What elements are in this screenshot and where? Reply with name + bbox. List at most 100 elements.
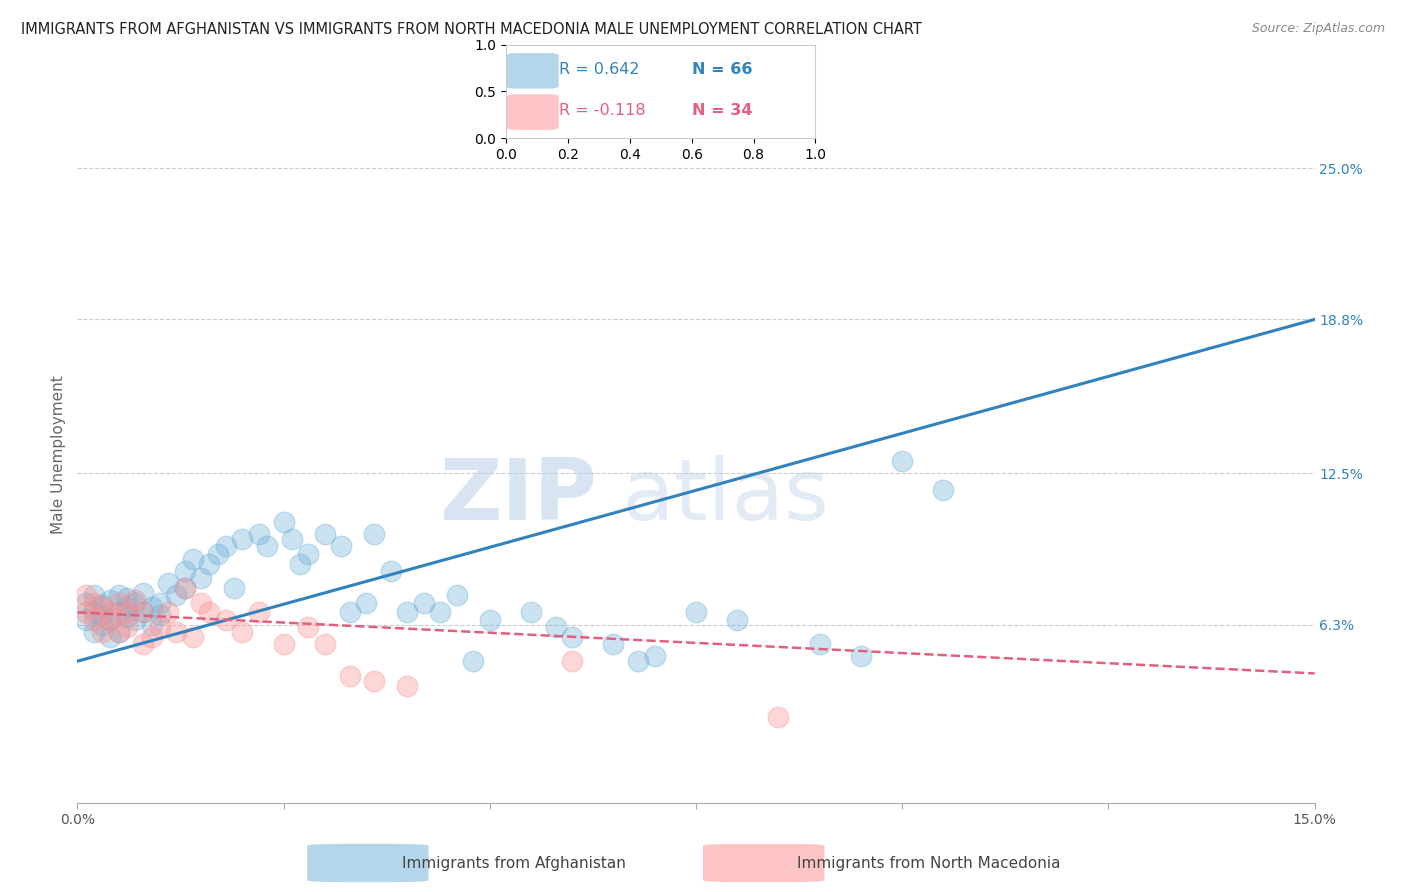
Point [132, 606, 155, 620]
Point [273, 515, 295, 529]
Point [339, 669, 361, 683]
FancyBboxPatch shape [506, 53, 558, 88]
Point [91, 617, 114, 632]
Point [141, 617, 163, 632]
Point [107, 606, 129, 620]
Text: atlas: atlas [621, 455, 830, 538]
Point [446, 588, 468, 602]
Point [115, 610, 138, 624]
Point [98, 593, 121, 607]
Point [222, 581, 245, 595]
Point [173, 581, 195, 595]
Text: N = 34: N = 34 [692, 103, 752, 118]
Point [149, 596, 172, 610]
Point [115, 600, 138, 615]
Point [396, 606, 419, 620]
Point [165, 588, 187, 602]
Point [849, 649, 872, 664]
Point [173, 581, 195, 595]
Point [256, 540, 278, 554]
Point [157, 606, 180, 620]
Point [149, 607, 172, 622]
Point [207, 547, 229, 561]
Point [91, 624, 114, 639]
Point [768, 710, 790, 724]
Point [314, 637, 336, 651]
Text: IMMIGRANTS FROM AFGHANISTAN VS IMMIGRANTS FROM NORTH MACEDONIA MALE UNEMPLOYMENT: IMMIGRANTS FROM AFGHANISTAN VS IMMIGRANT… [21, 22, 922, 37]
Point [215, 540, 238, 554]
Point [380, 564, 402, 578]
Point [297, 547, 319, 561]
Point [107, 588, 129, 602]
Point [173, 564, 195, 578]
Point [932, 483, 955, 498]
Point [107, 596, 129, 610]
Point [685, 606, 707, 620]
Point [75, 596, 97, 610]
Point [165, 624, 187, 639]
Point [198, 606, 221, 620]
Point [725, 613, 748, 627]
Point [83, 613, 105, 627]
Point [429, 606, 451, 620]
Point [273, 637, 295, 651]
Point [644, 649, 666, 664]
Point [132, 637, 155, 651]
Point [98, 630, 121, 644]
Point [354, 596, 377, 610]
Point [124, 593, 146, 607]
Point [627, 654, 650, 668]
Point [215, 613, 238, 627]
Point [141, 630, 163, 644]
Point [75, 588, 97, 602]
Point [808, 637, 831, 651]
Point [363, 527, 385, 541]
Point [181, 551, 204, 566]
Point [83, 596, 105, 610]
Point [198, 557, 221, 571]
Text: R = -0.118: R = -0.118 [558, 103, 645, 118]
Text: Immigrants from Afghanistan: Immigrants from Afghanistan [402, 855, 626, 871]
Point [91, 598, 114, 612]
Point [124, 613, 146, 627]
Text: Source: ZipAtlas.com: Source: ZipAtlas.com [1251, 22, 1385, 36]
Point [149, 620, 172, 634]
Point [75, 613, 97, 627]
Text: R = 0.642: R = 0.642 [558, 62, 640, 78]
Point [132, 606, 155, 620]
Point [83, 588, 105, 602]
Point [231, 624, 253, 639]
Point [339, 606, 361, 620]
FancyBboxPatch shape [506, 95, 558, 130]
Point [281, 532, 304, 546]
Point [297, 620, 319, 634]
Point [561, 630, 583, 644]
Point [314, 527, 336, 541]
Point [98, 613, 121, 627]
Point [115, 591, 138, 605]
Point [396, 679, 419, 693]
Point [157, 576, 180, 591]
Point [478, 613, 501, 627]
Text: ZIP: ZIP [439, 455, 598, 538]
Point [231, 532, 253, 546]
Point [75, 606, 97, 620]
Point [891, 454, 914, 468]
Point [247, 527, 270, 541]
FancyBboxPatch shape [307, 844, 429, 882]
Text: N = 66: N = 66 [692, 62, 752, 78]
Point [107, 624, 129, 639]
Point [98, 606, 121, 620]
Y-axis label: Male Unemployment: Male Unemployment [51, 376, 66, 534]
Point [363, 673, 385, 688]
Point [98, 613, 121, 627]
Point [181, 630, 204, 644]
Point [107, 624, 129, 639]
Text: Immigrants from North Macedonia: Immigrants from North Macedonia [797, 855, 1062, 871]
Point [330, 540, 353, 554]
Point [115, 620, 138, 634]
Point [544, 620, 567, 634]
Point [520, 606, 543, 620]
Point [288, 557, 311, 571]
FancyBboxPatch shape [703, 844, 824, 882]
